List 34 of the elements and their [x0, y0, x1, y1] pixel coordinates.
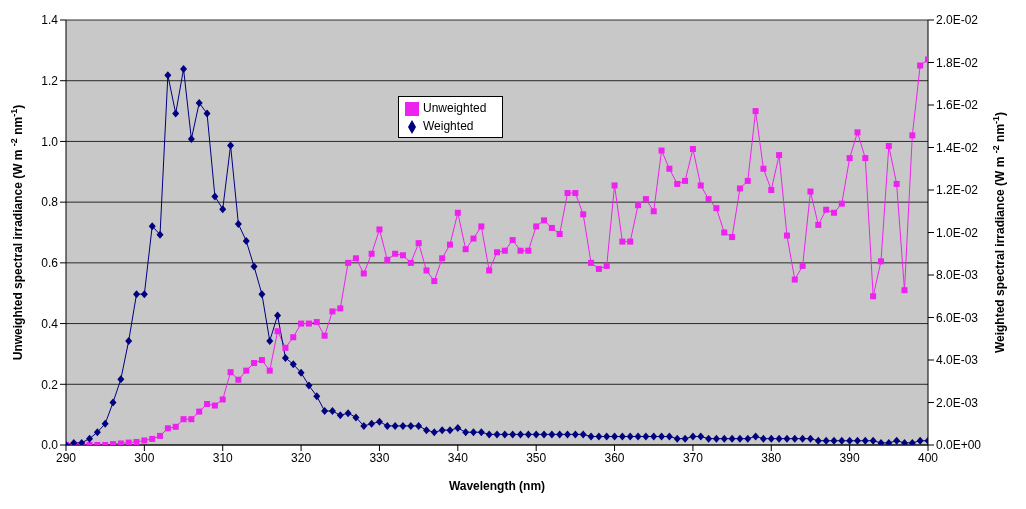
x-tick-label: 310 [212, 450, 234, 465]
y-tick-label: 0.8 [41, 195, 59, 210]
y2-tick-label: 1.6E-02 [936, 98, 979, 113]
x-tick-label: 360 [604, 450, 625, 465]
x-tick-label: 290 [55, 450, 77, 465]
legend-label: Unweighted [423, 101, 487, 115]
y2-tick-label: 6.0E-03 [936, 310, 979, 325]
y2-tick-label: 1.2E-02 [936, 183, 979, 198]
y2-tick-label: 0.0E+00 [936, 438, 982, 453]
y2-tick-label: 2.0E-03 [936, 395, 979, 410]
x-tick-label: 320 [291, 450, 312, 465]
y2-tick-label: 2.0E-02 [936, 13, 979, 28]
x-tick-label: 340 [447, 450, 469, 465]
y-tick-label: 1.0 [41, 134, 59, 149]
y-tick-label: 0.6 [41, 256, 59, 271]
x-axis-title: Wavelength (nm) [448, 479, 546, 493]
x-tick-label: 370 [682, 450, 704, 465]
x-tick-label: 300 [134, 450, 155, 465]
y-tick-label: 0.0 [41, 438, 59, 453]
y-tick-label: 0.2 [41, 377, 59, 392]
y2-tick-label: 8.0E-03 [936, 268, 979, 283]
y-tick-label: 1.2 [41, 73, 59, 88]
x-tick-label: 350 [526, 450, 547, 465]
y-tick-label: 0.4 [41, 316, 59, 331]
x-tick-label: 400 [917, 450, 939, 465]
y2-tick-label: 1.0E-02 [936, 225, 979, 240]
x-tick-label: 380 [761, 450, 782, 465]
legend-label: Weighted [423, 119, 474, 133]
y2-tick-label: 1.8E-02 [936, 55, 979, 70]
y2-tick-label: 1.4E-02 [936, 140, 979, 155]
y2-tick-label: 4.0E-03 [936, 353, 979, 368]
x-tick-label: 330 [369, 450, 390, 465]
x-tick-label: 390 [839, 450, 860, 465]
y-tick-label: 1.4 [41, 13, 59, 28]
